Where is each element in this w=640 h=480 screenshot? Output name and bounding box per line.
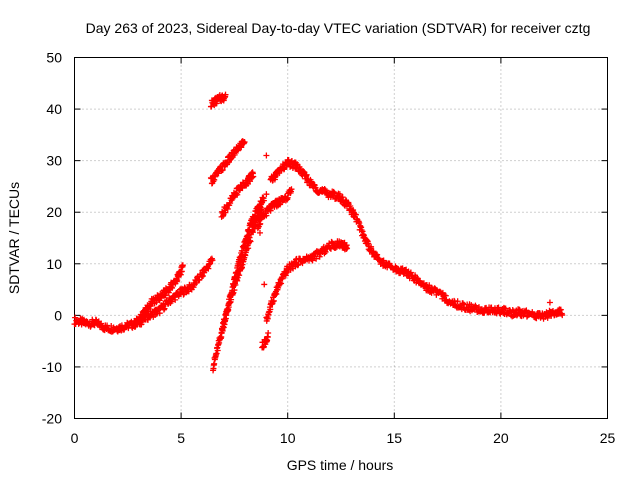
series-main-peak <box>267 156 566 322</box>
data-point <box>174 277 181 284</box>
y-tick-label: -10 <box>42 359 62 375</box>
series-arc-noon <box>263 238 351 324</box>
x-tick-label: 15 <box>387 430 403 446</box>
data-point <box>236 272 243 279</box>
plot-frame <box>74 57 608 419</box>
data-point <box>245 245 252 252</box>
data-point <box>161 305 168 312</box>
data-point <box>265 329 272 336</box>
data-point <box>454 298 461 305</box>
data-point <box>344 245 351 252</box>
data-point <box>234 191 241 198</box>
series-arc-mid-2 <box>254 186 295 232</box>
data-points <box>71 91 566 374</box>
data-point <box>256 229 263 236</box>
data-point <box>211 360 218 367</box>
data-point <box>223 312 230 319</box>
data-point <box>209 257 216 264</box>
axis-ticks: 0 5 10 15 20 25 -20 -10 0 10 20 30 40 50 <box>42 50 616 447</box>
data-point <box>426 282 433 289</box>
data-point <box>313 255 320 262</box>
series-main <box>71 255 216 335</box>
data-point <box>222 91 229 98</box>
x-axis-label: GPS time / hours <box>287 457 394 473</box>
data-point <box>241 139 248 146</box>
data-point <box>179 262 186 269</box>
data-point <box>275 284 282 291</box>
data-point <box>316 253 323 260</box>
data-point <box>231 287 238 294</box>
data-point <box>172 296 179 303</box>
data-point <box>263 152 270 159</box>
data-point <box>214 347 221 354</box>
data-point <box>247 238 254 245</box>
series-arc-late-low <box>259 329 272 351</box>
data-point <box>230 289 237 296</box>
data-point <box>231 151 238 158</box>
data-point <box>350 206 357 213</box>
data-point <box>200 273 207 280</box>
data-point <box>162 292 169 299</box>
x-tick-label: 20 <box>493 430 509 446</box>
data-point <box>165 289 172 296</box>
data-point <box>198 273 205 280</box>
data-point <box>352 211 359 218</box>
data-point <box>546 299 553 306</box>
data-point <box>356 220 363 227</box>
y-tick-label: 20 <box>46 204 62 220</box>
data-point <box>219 167 226 174</box>
data-point <box>156 310 163 317</box>
data-point <box>261 281 268 288</box>
x-tick-label: 25 <box>600 430 616 446</box>
data-point <box>559 312 566 319</box>
data-point <box>502 305 509 312</box>
data-point <box>278 280 285 287</box>
data-point <box>221 318 228 325</box>
data-point <box>336 191 343 198</box>
x-tick-label: 0 <box>71 430 79 446</box>
series-arc-mid <box>218 169 257 220</box>
series-arc-early <box>131 262 186 329</box>
data-point <box>250 173 257 180</box>
x-tick-label: 5 <box>177 430 185 446</box>
data-point <box>273 291 280 298</box>
data-point <box>260 197 267 204</box>
series-arc-top <box>207 91 229 110</box>
series-small-blips <box>256 152 553 306</box>
y-tick-label: 10 <box>46 256 62 272</box>
y-axis-label: SDTVAR / TECUs <box>6 182 22 294</box>
data-point <box>249 174 256 181</box>
series-arc-upper <box>207 138 248 187</box>
data-point <box>270 297 277 304</box>
x-tick-label: 10 <box>280 430 296 446</box>
y-tick-label: -20 <box>42 411 62 427</box>
data-point <box>263 212 270 219</box>
data-point <box>249 229 256 236</box>
y-tick-label: 0 <box>54 307 62 323</box>
y-tick-label: 40 <box>46 101 62 117</box>
data-point <box>213 350 220 357</box>
y-tick-label: 50 <box>46 50 62 66</box>
grid-lines <box>74 57 608 419</box>
data-point <box>72 314 79 321</box>
data-point <box>238 144 245 151</box>
data-point <box>288 186 295 193</box>
data-point <box>263 191 270 198</box>
data-point <box>303 171 310 178</box>
data-point <box>178 268 185 275</box>
data-point <box>365 240 372 247</box>
data-point <box>295 261 302 268</box>
chart-title: Day 263 of 2023, Sidereal Day-to-day VTE… <box>86 20 591 36</box>
data-point <box>267 207 274 214</box>
y-tick-label: 30 <box>46 153 62 169</box>
data-point <box>219 325 226 332</box>
